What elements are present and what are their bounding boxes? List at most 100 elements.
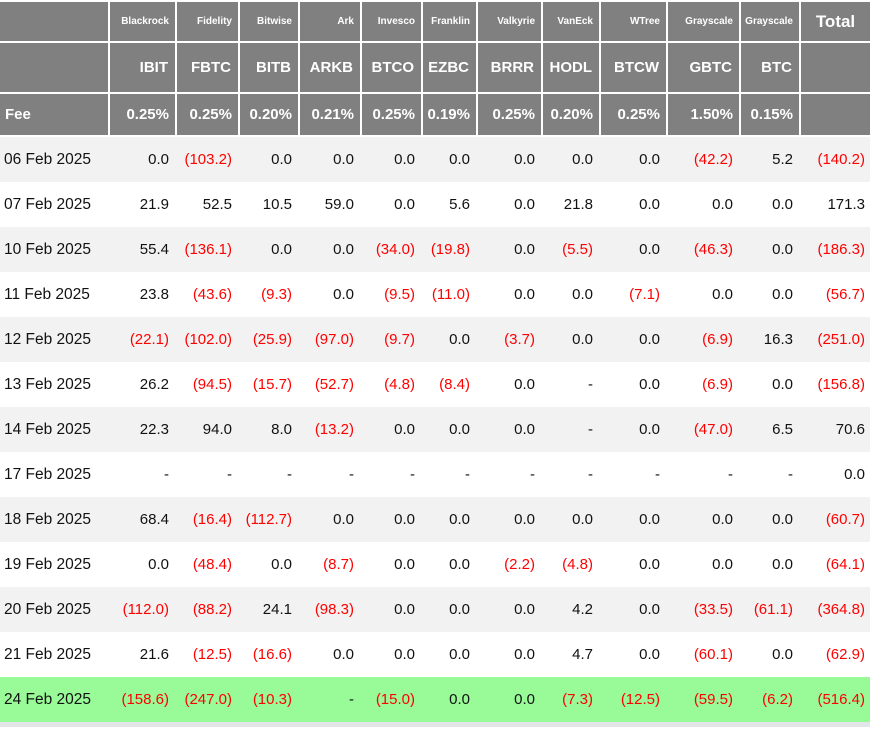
flow-cell: - (465, 466, 470, 483)
fee-cell: 0.25% (601, 94, 668, 137)
flow-cell: 21.9 (139, 196, 169, 213)
fee-cell: 0.15% (741, 94, 801, 137)
flow-cell: (12.5) (620, 691, 660, 708)
flow-cell: (9.7) (384, 331, 415, 348)
flow-cell: 59.0 (324, 196, 354, 213)
flow-cell: (6.9) (702, 331, 733, 348)
flow-cell: (10.3) (252, 691, 292, 708)
flow-cell: 0.0 (572, 151, 593, 168)
flow-cell: (43.6) (192, 286, 232, 303)
flow-cell: (3.7) (504, 331, 535, 348)
flow-cell: 10.5 (262, 196, 292, 213)
flow-cell: (16.6) (252, 646, 292, 663)
flow-cell: 0.0 (514, 286, 535, 303)
flow-cell: 6.5 (772, 421, 793, 438)
flow-cell: 8.0 (271, 421, 292, 438)
flow-cell: 0.0 (772, 646, 793, 663)
provider-header: Ark (300, 0, 362, 43)
flow-cell: 0.0 (394, 646, 415, 663)
flow-cell: 0.0 (449, 511, 470, 528)
table-row: 21 Feb 2025 21.6 (12.5) (16.6) 0.0 0.0 0.0 0.0 4… (0, 632, 870, 677)
flow-cell: (59.5) (693, 691, 733, 708)
date-cell: 19 Feb 2025 (4, 555, 92, 573)
provider-header: Fidelity (177, 0, 240, 43)
ticker-row: IBIT FBTC BITB ARKB BTCO EZBC BRRR HODL … (0, 43, 870, 94)
fee-cell: 1.50% (668, 94, 741, 137)
flow-cell: 0.0 (639, 646, 660, 663)
flow-cell: 0.0 (449, 421, 470, 438)
flow-cell: (98.3) (314, 601, 354, 618)
flow-cell: 5.2 (772, 151, 793, 168)
flow-cell: 0.0 (712, 196, 733, 213)
flow-cell: (16.4) (192, 511, 232, 528)
flow-cell: 0.0 (639, 196, 660, 213)
fee-cell: 0.20% (240, 94, 300, 137)
flow-cell: (46.3) (693, 241, 733, 258)
ticker-header: BITB (240, 43, 300, 94)
provider-header: Grayscale (741, 0, 801, 43)
flow-cell: - (588, 376, 593, 393)
flow-cell: 0.0 (449, 331, 470, 348)
flow-cell: 5.6 (449, 196, 470, 213)
flow-cell: (102.0) (184, 331, 232, 348)
flow-cell: 0.0 (514, 421, 535, 438)
flow-cell: (34.0) (375, 241, 415, 258)
flow-cell: 0.0 (639, 511, 660, 528)
flow-cell: 55.4 (139, 241, 169, 258)
total-cell: 0.0 (844, 466, 865, 483)
total-cell: 171.3 (827, 196, 865, 213)
total-header: Total (801, 0, 870, 43)
total-cell: (56.7) (825, 286, 865, 303)
fee-label: Fee (0, 94, 110, 137)
flow-cell: 0.0 (772, 286, 793, 303)
flow-cell: 0.0 (772, 556, 793, 573)
flow-cell: 0.0 (148, 556, 169, 573)
flow-cell: (4.8) (384, 376, 415, 393)
flow-cell: 0.0 (639, 556, 660, 573)
flow-cell: 68.4 (139, 511, 169, 528)
date-cell: 13 Feb 2025 (4, 375, 92, 393)
flow-cell: 0.0 (772, 196, 793, 213)
flow-cell: (88.2) (192, 601, 232, 618)
flow-cell: 0.0 (333, 511, 354, 528)
flow-cell: 0.0 (572, 331, 593, 348)
total-cell: 70.6 (835, 421, 865, 438)
flow-cell: (247.0) (184, 691, 232, 708)
total-cell: (516.4) (817, 691, 865, 708)
flow-cell: 0.0 (394, 421, 415, 438)
provider-header: Grayscale (668, 0, 741, 43)
provider-header: VanEck (543, 0, 601, 43)
corner-cell (0, 43, 110, 94)
ticker-header: FBTC (177, 43, 240, 94)
table-row: 18 Feb 2025 68.4 (16.4) (112.7) 0.0 0.0 0.0 0.0… (0, 497, 870, 542)
fee-cell: 0.25% (177, 94, 240, 137)
fee-cell: 0.25% (110, 94, 177, 137)
total-cell: (140.2) (817, 151, 865, 168)
provider-header: Franklin (423, 0, 478, 43)
date-cell: 12 Feb 2025 (4, 330, 92, 348)
flow-cell: 0.0 (772, 511, 793, 528)
table-row: 10 Feb 2025 55.4 (136.1) 0.0 0.0 (34.0) (19.8)… (0, 227, 870, 272)
flow-cell: 0.0 (394, 196, 415, 213)
flow-cell: 0.0 (639, 601, 660, 618)
flow-cell: (8.4) (439, 376, 470, 393)
flow-cell: 0.0 (333, 151, 354, 168)
flow-cell: (52.7) (314, 376, 354, 393)
table-header: Blackrock Fidelity Bitwise Ark Invesco F… (0, 0, 870, 137)
flow-cell: (11.0) (431, 286, 470, 303)
fee-cell: 0.20% (543, 94, 601, 137)
flow-cell: 26.2 (139, 376, 169, 393)
date-cell: 06 Feb 2025 (4, 150, 92, 168)
flow-cell: 0.0 (572, 286, 593, 303)
flow-cell: (19.8) (430, 241, 470, 258)
flow-cell: 0.0 (394, 556, 415, 573)
flow-cell: (22.1) (129, 331, 169, 348)
bottom-strip (0, 722, 870, 727)
flow-cell: 16.3 (763, 331, 793, 348)
flow-cell: 0.0 (639, 151, 660, 168)
flow-cell: 4.2 (572, 601, 593, 618)
total-cell: (156.8) (817, 376, 865, 393)
flow-cell: (7.1) (629, 286, 660, 303)
total-cell: (186.3) (817, 241, 865, 258)
fee-row: Fee 0.25% 0.25% 0.20% 0.21% 0.25% 0.19% … (0, 94, 870, 137)
